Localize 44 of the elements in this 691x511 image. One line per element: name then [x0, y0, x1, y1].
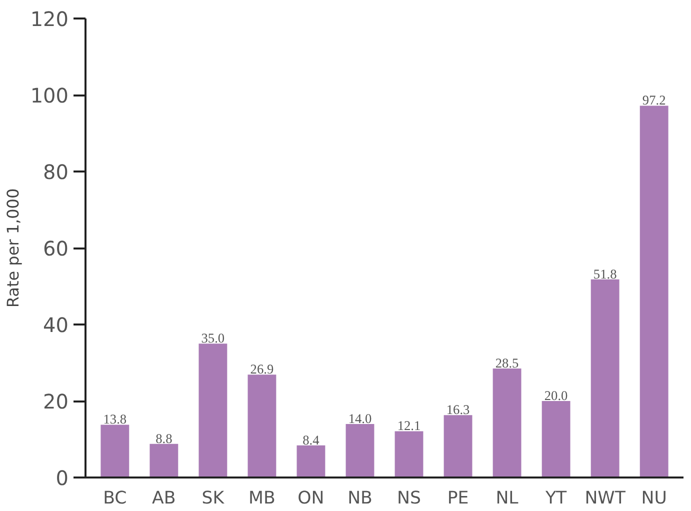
- y-tick-label: 80: [43, 160, 69, 184]
- x-tick-label: PE: [447, 488, 469, 508]
- bar: [394, 431, 424, 478]
- x-tick-label: NB: [348, 488, 372, 508]
- y-axis-title: Rate per 1,000: [3, 188, 22, 308]
- x-tick-label: MB: [248, 488, 276, 508]
- data-label: 35.0: [201, 330, 225, 346]
- bar: [542, 401, 570, 478]
- bar: [590, 279, 620, 478]
- y-tick-label: 20: [43, 390, 69, 414]
- data-label: 97.2: [642, 92, 666, 108]
- x-tick-label: AB: [152, 488, 176, 508]
- x-tick-label: ON: [298, 488, 324, 508]
- bar: [640, 106, 668, 478]
- data-label: 16.3: [446, 402, 470, 418]
- y-tick-label: 60: [43, 236, 69, 260]
- bar: [198, 344, 228, 478]
- x-tick-label: NS: [397, 488, 421, 508]
- bar: [150, 444, 178, 478]
- y-tick-label: 40: [43, 313, 69, 337]
- data-label: 20.0: [544, 388, 568, 403]
- y-tick-label: 0: [56, 466, 69, 490]
- x-tick-label: YT: [544, 488, 568, 508]
- y-tick-label: 120: [30, 7, 69, 31]
- y-tick-label: 100: [30, 84, 69, 108]
- data-label: 51.8: [593, 266, 618, 282]
- bar: [100, 424, 130, 478]
- bar: [444, 415, 472, 478]
- x-tick-label: NU: [641, 488, 667, 508]
- data-label: 26.9: [250, 362, 274, 377]
- x-tick-label: BC: [103, 488, 127, 508]
- bar: [346, 424, 374, 478]
- data-label: 28.5: [495, 355, 520, 370]
- data-label: 13.8: [103, 412, 127, 427]
- data-label: 8.4: [302, 432, 320, 448]
- data-label: 8.8: [156, 430, 173, 446]
- data-label: 14.0: [348, 410, 372, 426]
- bar: [492, 368, 522, 478]
- x-tick-label: NL: [496, 488, 519, 508]
- data-label: 12.1: [397, 418, 421, 434]
- bar: [248, 374, 276, 478]
- bar: [296, 445, 326, 478]
- x-tick-label: NWT: [584, 488, 626, 508]
- x-tick-label: SK: [202, 488, 225, 508]
